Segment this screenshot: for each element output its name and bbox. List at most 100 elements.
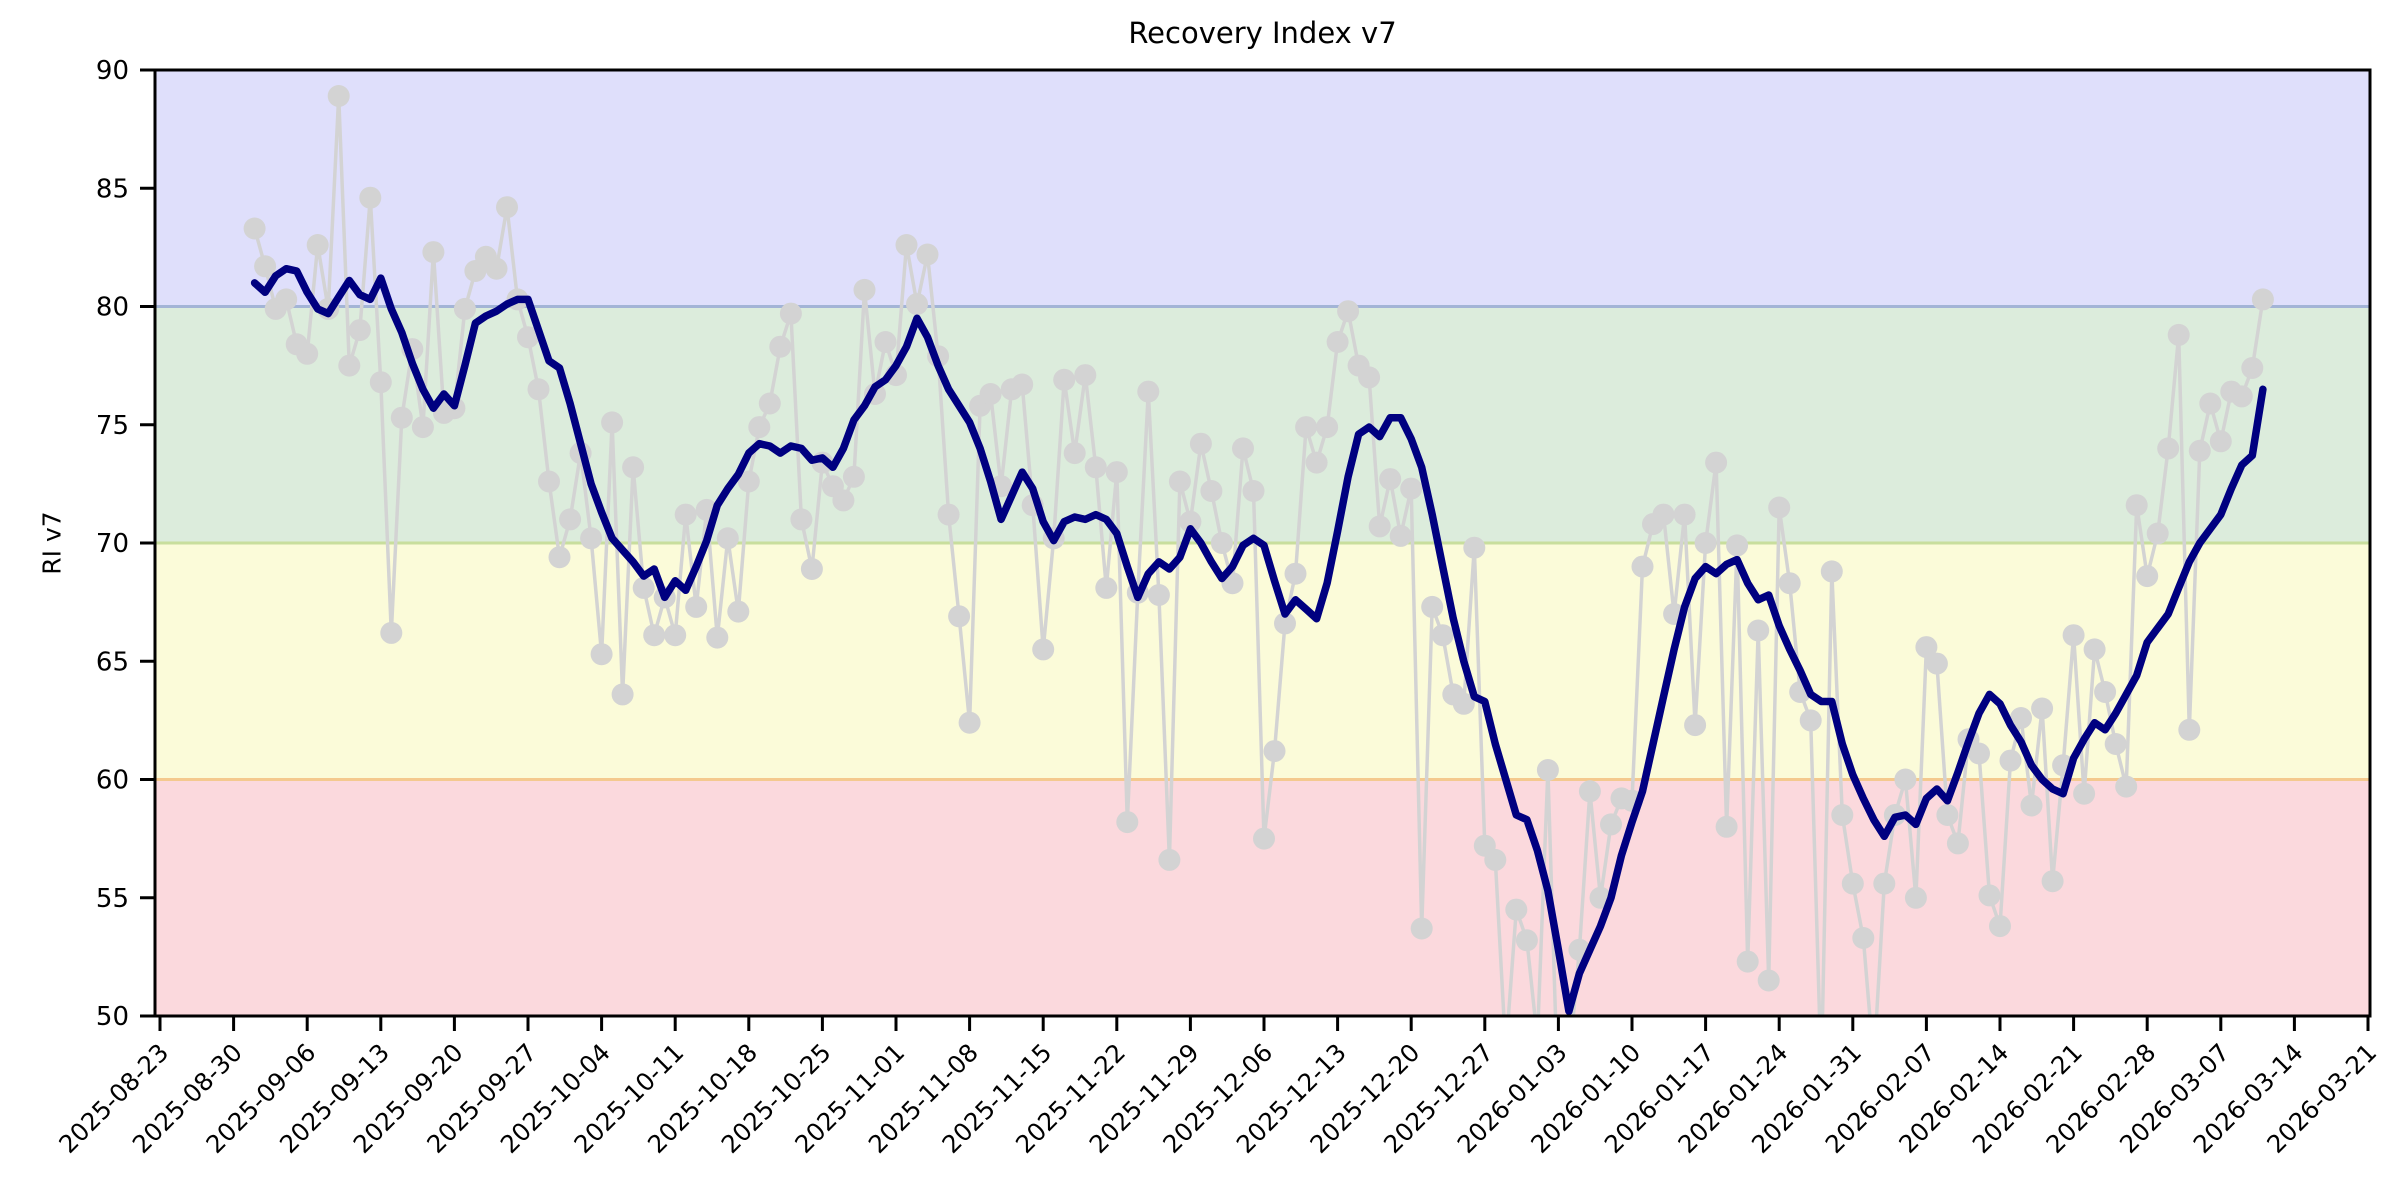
raw-series-point [1053, 368, 1076, 391]
raw-series-point [1389, 524, 1412, 547]
raw-series-point [1452, 692, 1475, 715]
raw-series-point [1831, 804, 1854, 826]
raw-series-point [590, 643, 613, 666]
raw-series-point [2199, 392, 2222, 415]
raw-series-point [979, 383, 1002, 405]
raw-series-point [2010, 707, 2032, 729]
raw-series-point [559, 508, 582, 531]
raw-series-point [2209, 430, 2232, 453]
raw-series-point [2178, 718, 2201, 741]
raw-series-point [2115, 775, 2138, 798]
raw-series-point [1736, 950, 1759, 973]
raw-series-point [1778, 572, 1801, 595]
raw-series-point [1368, 515, 1391, 538]
raw-series-point [842, 465, 865, 488]
raw-series-point [937, 503, 960, 526]
raw-series-point [1578, 780, 1601, 803]
raw-series-point [1242, 480, 1265, 502]
raw-series-point [369, 371, 392, 394]
y-tick-label: 65 [96, 647, 129, 677]
raw-series-point [2031, 697, 2054, 720]
raw-series-point [1116, 811, 1139, 834]
raw-series-point [643, 624, 666, 647]
raw-series-point [958, 711, 981, 734]
raw-series-point [706, 626, 729, 649]
raw-series-point [2020, 794, 2043, 817]
raw-series-point [1431, 624, 1454, 647]
raw-series-point [1894, 768, 1917, 791]
raw-series-point [1168, 470, 1191, 493]
raw-series-point [664, 624, 687, 647]
raw-series-point [1768, 496, 1791, 519]
raw-series-point [622, 456, 645, 479]
raw-series-point [832, 489, 855, 512]
raw-series-point [1147, 584, 1170, 606]
raw-series-point [1999, 749, 2022, 772]
raw-series-point [1631, 555, 1654, 578]
raw-series-point [422, 241, 445, 264]
raw-series-point [1253, 827, 1275, 850]
raw-series-point [737, 470, 760, 493]
raw-series-point [685, 595, 708, 618]
raw-series-point [790, 508, 813, 531]
raw-series-point [1694, 532, 1717, 554]
raw-series-point [580, 527, 603, 550]
raw-series-point [1747, 619, 1770, 642]
raw-series-point [1863, 1052, 1885, 1074]
raw-series-point [1715, 815, 1738, 838]
raw-series-point [453, 297, 476, 320]
raw-series-point [1484, 848, 1507, 871]
raw-series-point [1105, 461, 1128, 484]
y-tick-label: 50 [96, 1002, 129, 1032]
raw-series-point [1652, 503, 1675, 526]
raw-series-point [1515, 929, 1538, 952]
raw-series-point [1326, 331, 1349, 353]
raw-series-point [948, 605, 971, 628]
raw-series-point [1600, 813, 1622, 836]
raw-series-point [853, 278, 876, 301]
raw-series-point [1505, 898, 1528, 921]
raw-series-point [758, 392, 781, 415]
raw-series-point [1063, 442, 1086, 465]
raw-series-point [1358, 366, 1381, 389]
band-80-90 [155, 70, 2370, 307]
y-axis: 50 55 60 65 70 75 80 85 90 [96, 56, 155, 1032]
raw-series-point [916, 243, 939, 266]
raw-series [243, 85, 2274, 1074]
raw-series-point [296, 342, 319, 365]
raw-series-point [769, 335, 792, 358]
raw-series-point [874, 331, 897, 353]
raw-series-point [716, 527, 739, 550]
raw-series-point [2167, 323, 2190, 346]
raw-series-point [1757, 969, 1780, 992]
raw-series-point [348, 319, 371, 342]
raw-series-point [1936, 804, 1959, 826]
raw-series-point [2188, 439, 2211, 462]
raw-series-point [2241, 357, 2264, 379]
series-group [243, 85, 2274, 1074]
raw-series-point [1210, 532, 1233, 554]
raw-series-point [1946, 832, 1969, 855]
raw-series-point [2157, 437, 2180, 460]
raw-series-point [1915, 636, 1938, 659]
raw-series-point [243, 217, 266, 240]
raw-series-point [1337, 300, 1360, 323]
raw-series-point [527, 378, 550, 401]
threshold-bands [155, 70, 2370, 1016]
raw-series-point [1463, 536, 1486, 559]
raw-series-point [380, 621, 403, 644]
raw-series-point [1978, 884, 2001, 907]
raw-series-point [2041, 870, 2064, 893]
raw-series-point [1684, 714, 1707, 737]
raw-series-point [1379, 468, 1402, 491]
y-tick-label: 75 [96, 411, 129, 441]
raw-series-point [1200, 480, 1223, 502]
raw-series-point [327, 85, 350, 107]
raw-series-point [674, 503, 697, 526]
y-tick-label: 80 [96, 293, 129, 323]
raw-series-point [1904, 886, 1927, 909]
raw-series-point [517, 326, 539, 349]
raw-series-point [1084, 456, 1107, 479]
smoothed-series-line [250, 264, 2267, 1016]
raw-series-point [1305, 451, 1328, 474]
